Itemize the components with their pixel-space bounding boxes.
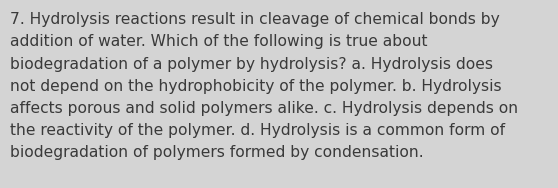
Text: 7. Hydrolysis reactions result in cleavage of chemical bonds by: 7. Hydrolysis reactions result in cleava… (10, 12, 500, 27)
Text: affects porous and solid polymers alike. c. Hydrolysis depends on: affects porous and solid polymers alike.… (10, 101, 518, 116)
Text: addition of water. Which of the following is true about: addition of water. Which of the followin… (10, 34, 427, 49)
Text: the reactivity of the polymer. d. Hydrolysis is a common form of: the reactivity of the polymer. d. Hydrol… (10, 123, 505, 138)
Text: biodegradation of polymers formed by condensation.: biodegradation of polymers formed by con… (10, 145, 424, 160)
Text: biodegradation of a polymer by hydrolysis? a. Hydrolysis does: biodegradation of a polymer by hydrolysi… (10, 57, 493, 72)
Text: not depend on the hydrophobicity of the polymer. b. Hydrolysis: not depend on the hydrophobicity of the … (10, 79, 502, 94)
